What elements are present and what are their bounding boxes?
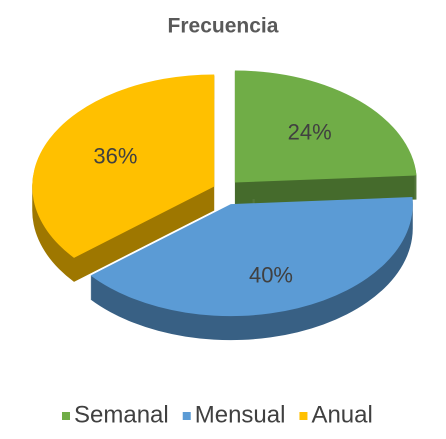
data-label: 24% bbox=[288, 119, 332, 144]
slice bbox=[234, 70, 417, 183]
data-label: 40% bbox=[249, 262, 293, 287]
slice bbox=[90, 197, 413, 317]
legend: Semanal Mensual Anual bbox=[62, 401, 373, 428]
pie: 24% 40% 36% bbox=[32, 70, 417, 341]
legend-swatch bbox=[62, 412, 70, 420]
chart-title: Frecuencia bbox=[168, 15, 279, 38]
legend-label: Semanal bbox=[74, 401, 169, 428]
legend-swatch bbox=[299, 412, 308, 420]
legend-swatch bbox=[182, 412, 191, 420]
slice bbox=[32, 74, 215, 258]
data-label: 36% bbox=[93, 144, 137, 169]
legend-label: Mensual bbox=[195, 401, 286, 428]
legend-label: Anual bbox=[311, 401, 372, 428]
